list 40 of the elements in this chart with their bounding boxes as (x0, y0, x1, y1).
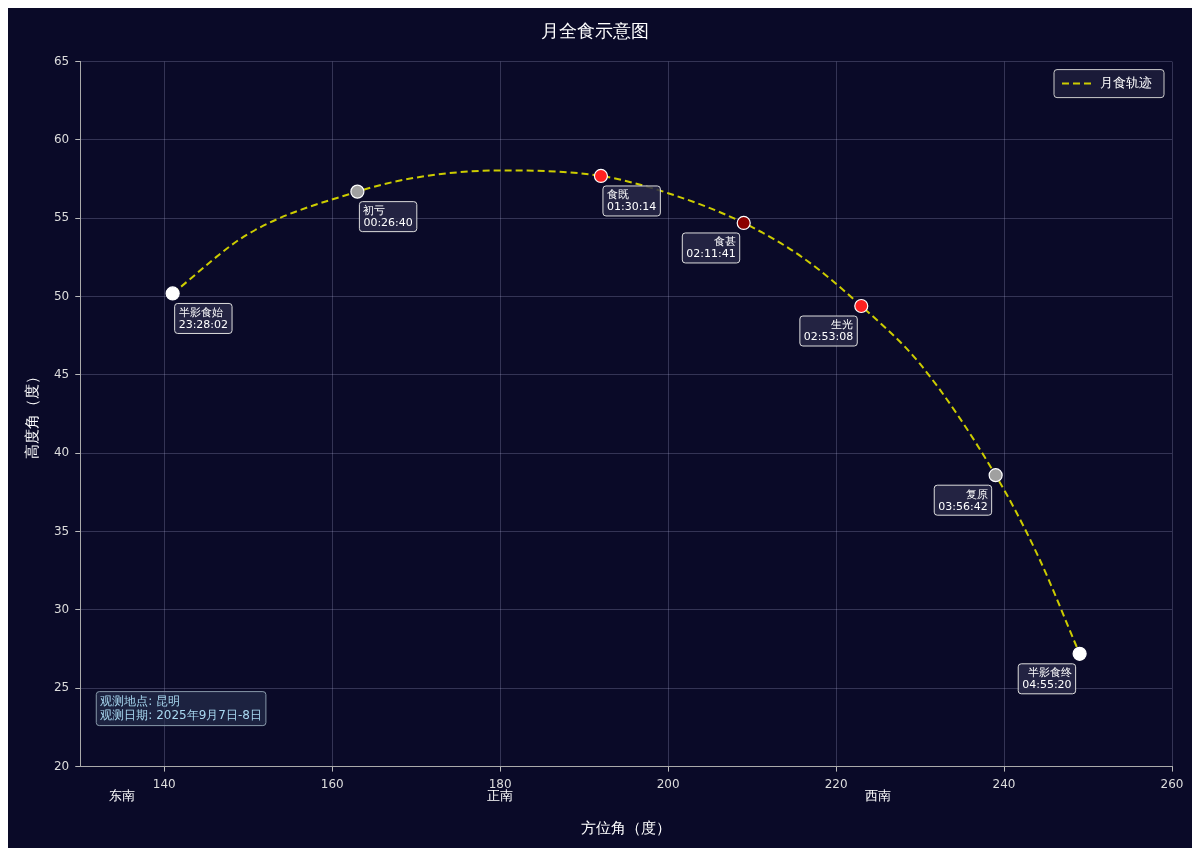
point (736, 215, 751, 231)
annotation: 初亏 00:26:40 (363, 203, 413, 229)
y-tick-label: 20 (53, 758, 70, 773)
point (854, 298, 869, 314)
y-tick-label: 60 (53, 132, 70, 147)
x-tick-label: 260 (1160, 776, 1184, 791)
annotation: 半影食始 23:28:02 (178, 305, 229, 331)
y-tick-label: 65 (53, 53, 70, 68)
annotation: 观测地点: 昆明 (100, 693, 181, 708)
x-tick-label: 220 (824, 776, 848, 791)
y-tick-label: 30 (53, 602, 70, 617)
y-tick-label: 25 (53, 680, 70, 695)
x-axis-title: 方位角（度） (581, 818, 672, 837)
text: 正南 (487, 788, 514, 804)
text: 西南 (865, 788, 892, 804)
y-tick-label: 50 (53, 288, 70, 303)
x-tick-label: 180 (488, 776, 512, 791)
text: 东南 (109, 788, 136, 804)
annotation: 生光 02:53:08 (803, 318, 854, 344)
point (350, 184, 365, 199)
point (1072, 646, 1087, 661)
y-axis-title: 高度角（度） (22, 369, 41, 460)
annotation: 复原 03:56:42 (938, 487, 988, 513)
annotation: 半影食终 04:55:20 (1022, 666, 1072, 692)
y-tick-label: 40 (53, 445, 70, 460)
annotation: 食既 01:30:14 (606, 188, 657, 214)
x-tick-label: 140 (152, 776, 176, 791)
y-tick-label: 35 (53, 523, 70, 538)
x-tick-label: 160 (320, 776, 344, 791)
x-tick-label: 240 (992, 776, 1016, 791)
x-tick-label: 200 (656, 776, 680, 791)
y-tick-label: 45 (53, 367, 70, 382)
point (165, 286, 180, 301)
legend-label: 月食轨迹 (1100, 74, 1152, 90)
point (988, 468, 1003, 483)
annotation: 食甚 02:11:41 (686, 235, 736, 261)
y-tick-label: 55 (53, 210, 70, 225)
chart-title: 月全食示意图 (541, 20, 649, 42)
point (593, 168, 609, 184)
annotation: 观测日期: 2025年9月7日-8日 (100, 707, 262, 722)
